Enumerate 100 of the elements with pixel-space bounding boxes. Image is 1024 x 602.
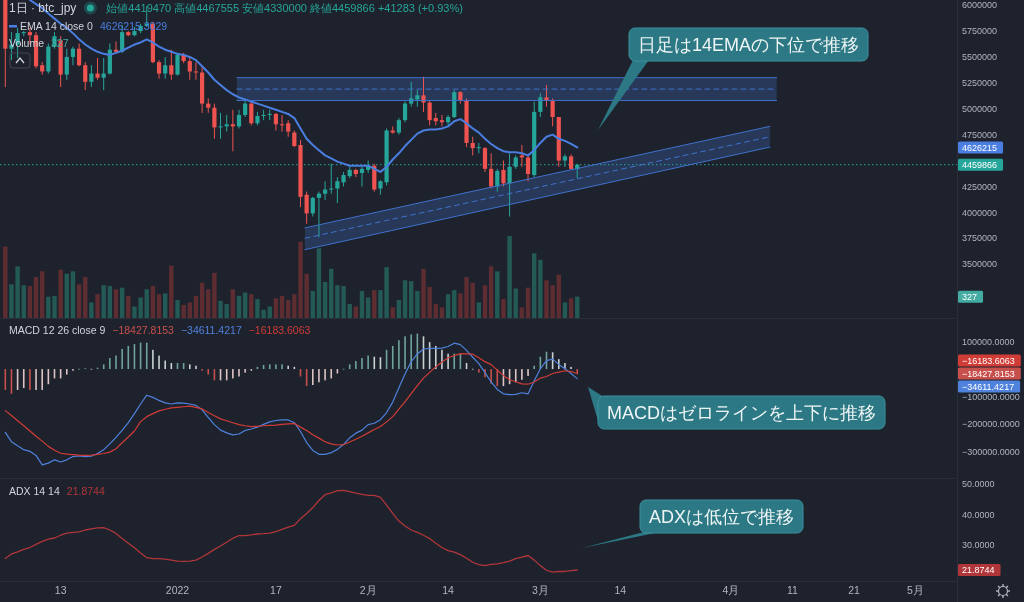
bar — [162, 293, 168, 318]
candlestick — [550, 97, 555, 127]
bar — [169, 265, 174, 318]
x-tick-label: 14 — [442, 584, 455, 596]
candlestick — [538, 92, 543, 118]
candlestick — [193, 61, 199, 81]
bar — [181, 304, 186, 318]
candlestick — [335, 176, 340, 204]
bar — [556, 274, 561, 318]
candlestick — [101, 57, 106, 91]
bar — [415, 290, 420, 318]
bar — [107, 286, 113, 318]
bar — [40, 271, 45, 318]
bar — [513, 288, 518, 318]
ref-line-label: 4459866 — [962, 159, 998, 170]
bar — [33, 277, 39, 318]
bar — [408, 281, 414, 318]
bar — [70, 271, 76, 318]
candlestick — [89, 64, 94, 88]
annotation: 21.8744 — [66, 485, 105, 497]
bar — [27, 286, 33, 318]
y-tick-label: −300000.0000 — [962, 446, 1020, 457]
x-tick-label: 2月 — [359, 584, 377, 596]
text: 4626215 — [962, 142, 998, 153]
bar — [390, 307, 395, 318]
candlestick — [482, 146, 488, 173]
bar — [212, 272, 217, 318]
y-tick-label: 5750000 — [962, 26, 998, 37]
candlestick — [261, 109, 266, 121]
y-tick-label: 5500000 — [962, 52, 998, 63]
bar — [562, 302, 568, 318]
text: −16183.6063 — [962, 355, 1015, 366]
y-tick-label: 4000000 — [962, 207, 998, 218]
text: 21.8744 — [962, 565, 995, 576]
y-tick-label: 100000.0000 — [962, 336, 1015, 347]
bar — [452, 290, 457, 318]
bar — [175, 299, 180, 318]
candlestick — [402, 101, 408, 123]
x-tick-label: 21 — [848, 584, 860, 596]
bar — [150, 286, 156, 318]
candlestick — [163, 56, 168, 80]
y-tick-label: 4750000 — [962, 129, 998, 140]
x-tick-label: 2022 — [165, 584, 190, 596]
candlestick — [501, 160, 506, 187]
x-tick-label: 5月 — [907, 584, 924, 596]
y-tick-label: 40.0000 — [962, 509, 995, 520]
bar — [538, 259, 543, 318]
x-tick-label: 4月 — [722, 584, 740, 596]
line-series — [4, 342, 578, 466]
candlestick — [236, 109, 242, 129]
bar — [396, 299, 402, 318]
x-tick-label: 14 — [614, 584, 627, 596]
y-tick-label: 50.0000 — [962, 478, 995, 489]
bar — [144, 289, 149, 318]
bar — [126, 295, 131, 318]
candlestick — [525, 154, 531, 182]
y-tick-label: 3500000 — [962, 259, 998, 270]
y-tick-label: 5000000 — [962, 103, 998, 114]
bar — [113, 289, 119, 318]
candlestick — [83, 61, 88, 91]
bar — [273, 298, 279, 318]
y-tick-label: 4250000 — [962, 181, 998, 192]
y-tick-label: 3750000 — [962, 233, 998, 244]
candlestick — [95, 57, 100, 81]
candlestick — [77, 43, 82, 67]
annotation: −18427.8153 — [112, 324, 175, 336]
bar — [439, 307, 445, 318]
bar — [285, 299, 291, 318]
y-tick-label: 30.0000 — [962, 540, 995, 551]
bar — [316, 248, 322, 318]
bar — [101, 285, 106, 318]
bar — [433, 304, 438, 318]
x-tick-label: 17 — [270, 584, 282, 596]
bar — [372, 290, 377, 318]
annotation: ADXは低位で推移 — [649, 507, 795, 527]
bar — [249, 294, 254, 318]
y-tick-label: 6000000 — [962, 0, 998, 11]
bar — [193, 295, 199, 318]
bar — [119, 287, 125, 318]
bar — [156, 294, 162, 318]
candlestick — [279, 114, 285, 133]
candlestick — [156, 59, 162, 80]
chart-subtitle: 始値4419470 高値4467555 安値4330000 終値4459866 +41283 (+0.93%) — [106, 2, 463, 14]
bar — [519, 307, 525, 318]
bar — [83, 277, 88, 318]
annotation: 日足は14EMAの下位で推移 — [638, 35, 860, 55]
bar — [64, 273, 69, 318]
candlestick — [212, 103, 217, 140]
bar — [236, 295, 242, 318]
annotation: MACDはゼロラインを上下に推移 — [607, 403, 876, 423]
bar — [445, 294, 451, 318]
bar — [482, 285, 488, 318]
candlestick — [218, 112, 223, 140]
candlestick — [70, 46, 76, 66]
candlestick — [359, 166, 365, 187]
candlestick — [64, 48, 69, 81]
text: −34611.4217 — [962, 381, 1015, 392]
bar — [359, 290, 365, 318]
candlestick — [427, 99, 432, 126]
bar — [501, 299, 506, 318]
